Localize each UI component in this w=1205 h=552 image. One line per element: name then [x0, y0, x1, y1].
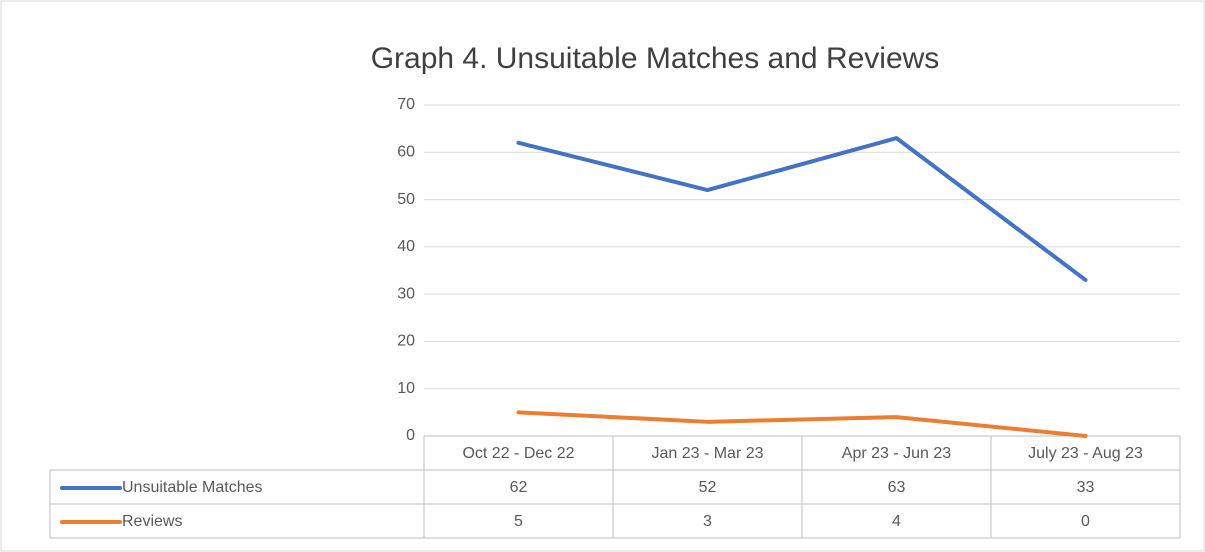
y-tick-label: 70: [397, 96, 415, 113]
y-tick-label: 20: [397, 333, 415, 350]
y-tick-label: 30: [397, 285, 415, 302]
x-tick-label: July 23 - Aug 23: [1028, 445, 1143, 462]
series-line: [516, 410, 1088, 438]
x-tick-label: Oct 22 - Dec 22: [462, 445, 574, 462]
y-tick-label: 10: [397, 380, 415, 397]
table-value: 63: [888, 479, 906, 496]
x-tick-label: Apr 23 - Jun 23: [842, 445, 952, 462]
table-value: 0: [1081, 513, 1090, 530]
table-value: 4: [892, 513, 901, 530]
table-value: 5: [514, 513, 523, 530]
y-tick-label: 0: [406, 427, 415, 444]
table-value: 52: [699, 479, 717, 496]
legend-label: Unsuitable Matches: [122, 479, 263, 496]
series-line: [516, 136, 1088, 282]
y-tick-label: 50: [397, 191, 415, 208]
legend-label: Reviews: [122, 513, 182, 530]
table-value: 3: [703, 513, 712, 530]
table-value: 62: [510, 479, 528, 496]
y-tick-label: 40: [397, 238, 415, 255]
x-tick-label: Jan 23 - Mar 23: [651, 445, 763, 462]
chart-title: Graph 4. Unsuitable Matches and Reviews: [371, 42, 940, 75]
table-value: 33: [1077, 479, 1095, 496]
y-tick-label: 60: [397, 144, 415, 161]
